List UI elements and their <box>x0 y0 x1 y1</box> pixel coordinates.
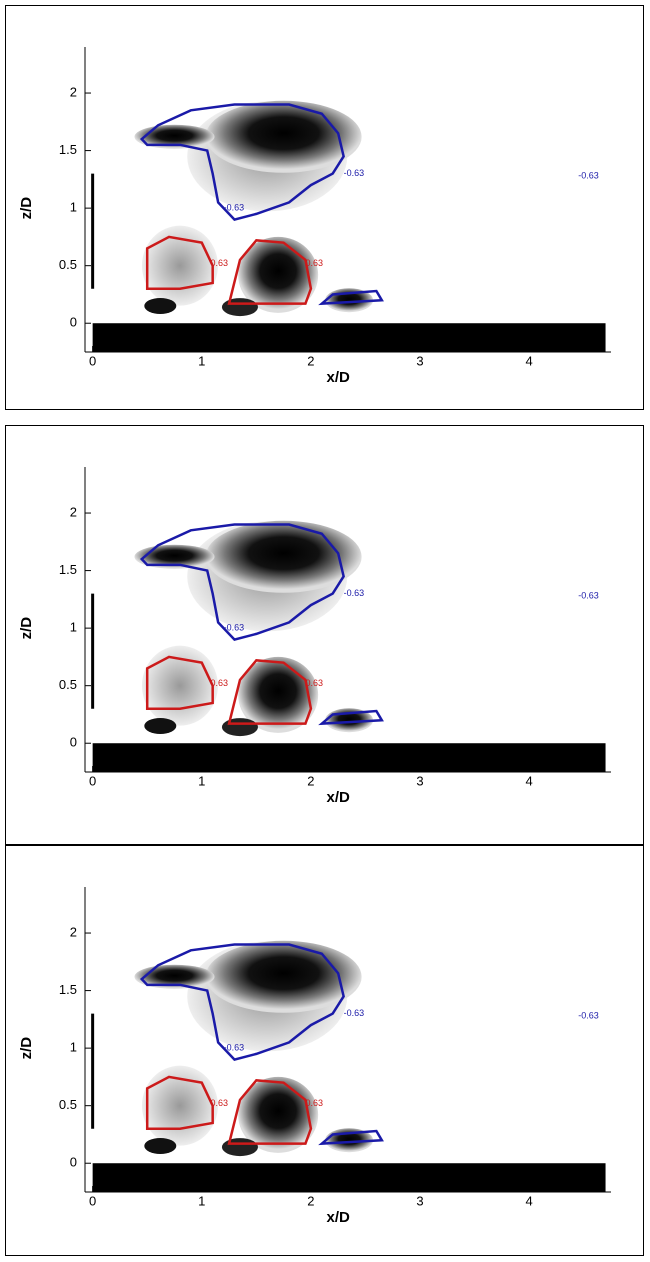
x-tick-label: 1 <box>198 773 205 788</box>
contour-label: -0.63 <box>224 1043 245 1053</box>
x-tick-label: 3 <box>416 1193 423 1208</box>
contour-label: -0.63 <box>578 590 599 600</box>
y-tick-label: 1 <box>70 200 77 215</box>
x-tick-label: 0 <box>89 353 96 368</box>
contour-label: 0.63 <box>305 258 323 268</box>
y-tick-label: 0.5 <box>59 677 77 692</box>
x-tick-label: 2 <box>307 1193 314 1208</box>
vortex <box>205 100 362 173</box>
contour-label: 0.63 <box>305 678 323 688</box>
y-tick-label: 0 <box>70 1155 77 1170</box>
panel: -0.63 -0.63 -0.63 0.63 0.63 0 1 2 3 4 0 0.5 1 1.5 2 x/D… <box>5 5 644 410</box>
contour-line <box>227 239 313 305</box>
y-tick-label: 1.5 <box>59 982 77 997</box>
y-tick-label: 0.5 <box>59 1097 77 1112</box>
contour-line <box>318 709 384 726</box>
contour-line <box>139 103 345 222</box>
vortex <box>205 940 362 1013</box>
x-axis-label: x/D <box>327 1209 351 1226</box>
y-tick-label: 0 <box>70 315 77 330</box>
contour-label: -0.63 <box>344 168 365 178</box>
x-tick-label: 1 <box>198 353 205 368</box>
panel: -0.63 -0.63 -0.63 0.63 0.63 0 1 2 3 4 0 0.5 1 1.5 2 x/D… <box>5 845 644 1256</box>
contour-line <box>139 523 345 642</box>
panel: -0.63 -0.63 -0.63 0.63 0.63 0 1 2 3 4 0 0.5 1 1.5 2 x/D… <box>5 425 644 845</box>
y-tick-label: 2 <box>70 84 77 99</box>
y-tick-label: 1.5 <box>59 562 77 577</box>
panel-border <box>5 5 644 410</box>
x-axis-label: x/D <box>327 369 351 386</box>
plate <box>92 743 606 772</box>
contour-label: 0.63 <box>210 1098 228 1108</box>
contour-label: -0.63 <box>344 1008 365 1018</box>
x-tick-label: 3 <box>416 773 423 788</box>
panel-border <box>5 845 644 1256</box>
contour-line <box>318 1129 384 1146</box>
vortex <box>238 1076 319 1153</box>
y-tick-label: 2 <box>70 924 77 939</box>
x-tick-label: 0 <box>89 1193 96 1208</box>
vortex <box>205 520 362 593</box>
vortex <box>134 544 215 569</box>
vortex <box>238 656 319 733</box>
x-tick-label: 4 <box>526 773 533 788</box>
vortex <box>144 1137 177 1154</box>
x-tick-label: 1 <box>198 1193 205 1208</box>
plate <box>92 1163 606 1192</box>
vortex <box>221 298 258 317</box>
contour-label: 0.63 <box>305 1098 323 1108</box>
x-tick-label: 3 <box>416 353 423 368</box>
vortex <box>144 717 177 734</box>
vortex <box>134 964 215 989</box>
contour-label: -0.63 <box>224 203 245 213</box>
contour-label: 0.63 <box>210 258 228 268</box>
contour-line <box>145 655 214 710</box>
plate <box>92 323 606 352</box>
vortex <box>144 297 177 314</box>
contour-line <box>145 1075 214 1130</box>
contour-line <box>227 1079 313 1145</box>
contour-label: 0.63 <box>210 678 228 688</box>
vortex <box>134 124 215 149</box>
x-tick-label: 0 <box>89 773 96 788</box>
y-axis-label: z/D <box>18 197 35 220</box>
x-tick-label: 2 <box>307 353 314 368</box>
y-tick-label: 2 <box>70 504 77 519</box>
contour-line <box>145 235 214 290</box>
y-tick-label: 1 <box>70 620 77 635</box>
x-tick-label: 4 <box>526 1193 533 1208</box>
contour-line <box>227 659 313 725</box>
y-tick-label: 1.5 <box>59 142 77 157</box>
contour-label: -0.63 <box>344 588 365 598</box>
contour-label: -0.63 <box>224 623 245 633</box>
x-axis-label: x/D <box>327 789 351 806</box>
x-tick-label: 4 <box>526 353 533 368</box>
contour-label: -0.63 <box>578 170 599 180</box>
y-tick-label: 1 <box>70 1040 77 1055</box>
contour-line <box>139 943 345 1062</box>
y-axis-label: z/D <box>18 617 35 640</box>
contour-line <box>318 289 384 306</box>
y-tick-label: 0.5 <box>59 257 77 272</box>
vortex <box>221 1138 258 1157</box>
vortex <box>238 236 319 313</box>
y-axis-label: z/D <box>18 1037 35 1060</box>
vortex <box>221 718 258 737</box>
panel-border <box>5 425 644 845</box>
contour-label: -0.63 <box>578 1010 599 1020</box>
x-tick-label: 2 <box>307 773 314 788</box>
y-tick-label: 0 <box>70 735 77 750</box>
